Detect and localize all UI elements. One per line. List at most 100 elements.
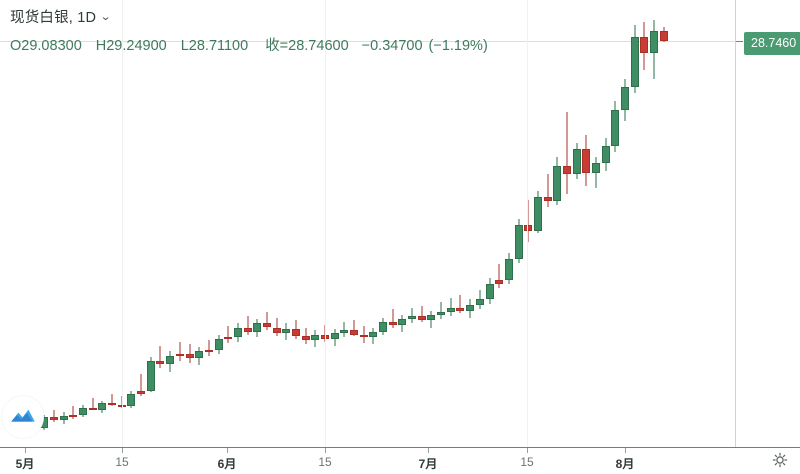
candlestick bbox=[253, 319, 262, 338]
candle-wick bbox=[227, 326, 229, 343]
candlestick bbox=[301, 327, 310, 345]
candle-body bbox=[601, 146, 610, 164]
candle-body bbox=[175, 354, 184, 357]
gear-icon[interactable] bbox=[771, 451, 789, 469]
x-axis-label: 15 bbox=[520, 455, 534, 469]
candle-body bbox=[640, 36, 649, 54]
candlestick bbox=[388, 309, 397, 328]
candlestick-plot[interactable] bbox=[0, 0, 735, 447]
candlestick bbox=[79, 404, 88, 418]
symbol-title[interactable]: 现货白银, 1D ⌄ bbox=[10, 6, 488, 27]
candle-wick bbox=[353, 320, 355, 336]
x-axis-label: 15 bbox=[318, 455, 332, 469]
candlestick bbox=[456, 295, 465, 314]
candle-body bbox=[456, 307, 465, 311]
candle-body bbox=[291, 328, 300, 336]
candlestick bbox=[108, 393, 117, 407]
candle-body bbox=[233, 327, 242, 338]
candlestick bbox=[398, 314, 407, 332]
candlestick bbox=[379, 317, 388, 335]
x-axis-label: 6月 bbox=[217, 457, 237, 471]
candle-body bbox=[369, 331, 378, 338]
candle-body bbox=[330, 333, 339, 339]
candle-wick bbox=[343, 321, 345, 338]
candlestick bbox=[262, 312, 271, 331]
candle-body bbox=[427, 314, 436, 321]
candle-body bbox=[282, 328, 291, 334]
candle-body bbox=[485, 283, 494, 300]
candle-body bbox=[591, 163, 600, 173]
candlestick bbox=[466, 299, 475, 318]
x-axis-tick bbox=[625, 448, 626, 453]
candlestick bbox=[69, 406, 78, 419]
high-value: H29.24900 bbox=[95, 38, 167, 54]
candle-body bbox=[50, 417, 59, 421]
candle-body bbox=[224, 337, 233, 340]
x-axis-tick bbox=[227, 448, 228, 453]
ohlc-values: O29.08300 H29.24900 L28.71100 收=28.74600… bbox=[10, 34, 488, 55]
x-axis-tick bbox=[325, 448, 326, 453]
candlestick bbox=[166, 351, 175, 373]
candlestick bbox=[417, 306, 426, 322]
candlestick bbox=[630, 25, 639, 93]
candlestick bbox=[204, 340, 213, 356]
candlestick bbox=[127, 390, 136, 409]
candle-body bbox=[417, 316, 426, 321]
candlestick bbox=[233, 323, 242, 342]
candle-body bbox=[311, 334, 320, 341]
candlestick bbox=[659, 26, 668, 42]
candle-body bbox=[98, 402, 107, 410]
price-axis-separator bbox=[735, 0, 736, 473]
candle-wick bbox=[159, 345, 161, 369]
candle-wick bbox=[440, 302, 442, 320]
candle-body bbox=[446, 307, 455, 313]
candle-body bbox=[543, 196, 552, 201]
candle-body bbox=[117, 404, 126, 407]
candle-wick bbox=[595, 157, 597, 189]
candle-wick bbox=[411, 307, 413, 324]
candle-body bbox=[59, 416, 68, 421]
candlestick bbox=[514, 219, 523, 263]
price-tag-connector bbox=[736, 40, 743, 42]
candlestick bbox=[553, 157, 562, 206]
candle-wick bbox=[566, 112, 568, 194]
candlestick bbox=[195, 347, 204, 366]
candlestick bbox=[88, 397, 97, 411]
candle-body bbox=[146, 361, 155, 391]
candle-body bbox=[437, 312, 446, 315]
candle-body bbox=[156, 361, 165, 365]
candle-body bbox=[243, 327, 252, 332]
candlestick bbox=[359, 326, 368, 343]
candlestick bbox=[495, 264, 504, 289]
candle-body bbox=[621, 87, 629, 110]
candle-body bbox=[650, 30, 659, 54]
candle-body bbox=[524, 224, 533, 231]
candle-wick bbox=[247, 316, 249, 335]
chevron-down-icon[interactable]: ⌄ bbox=[100, 11, 112, 23]
candle-body bbox=[611, 109, 620, 147]
candle-body bbox=[166, 355, 175, 365]
candle-wick bbox=[92, 397, 94, 411]
candle-wick bbox=[392, 309, 394, 328]
candle-body bbox=[88, 407, 97, 410]
candlestick bbox=[137, 373, 146, 397]
candlestick bbox=[156, 345, 165, 369]
candlestick bbox=[611, 101, 620, 152]
vertical-gridline bbox=[325, 0, 326, 447]
candlestick bbox=[330, 328, 339, 346]
candle-wick bbox=[179, 341, 181, 362]
x-axis-label: 7月 bbox=[418, 457, 438, 471]
symbol-label: 现货白银, 1D bbox=[10, 10, 97, 26]
x-axis-label: 15 bbox=[115, 455, 129, 469]
candlestick bbox=[475, 289, 484, 310]
candle-wick bbox=[527, 199, 529, 242]
candlestick bbox=[224, 326, 233, 343]
candlestick bbox=[640, 22, 649, 71]
candle-body bbox=[475, 299, 484, 305]
candle-body bbox=[108, 402, 117, 405]
x-axis[interactable]: 5月 15 6月 15 7月 15 8月 bbox=[0, 447, 800, 473]
current-price-tag[interactable]: 28.7460 bbox=[744, 31, 800, 56]
candle-wick bbox=[547, 174, 549, 207]
candlestick bbox=[504, 253, 513, 284]
candlestick bbox=[650, 19, 659, 79]
